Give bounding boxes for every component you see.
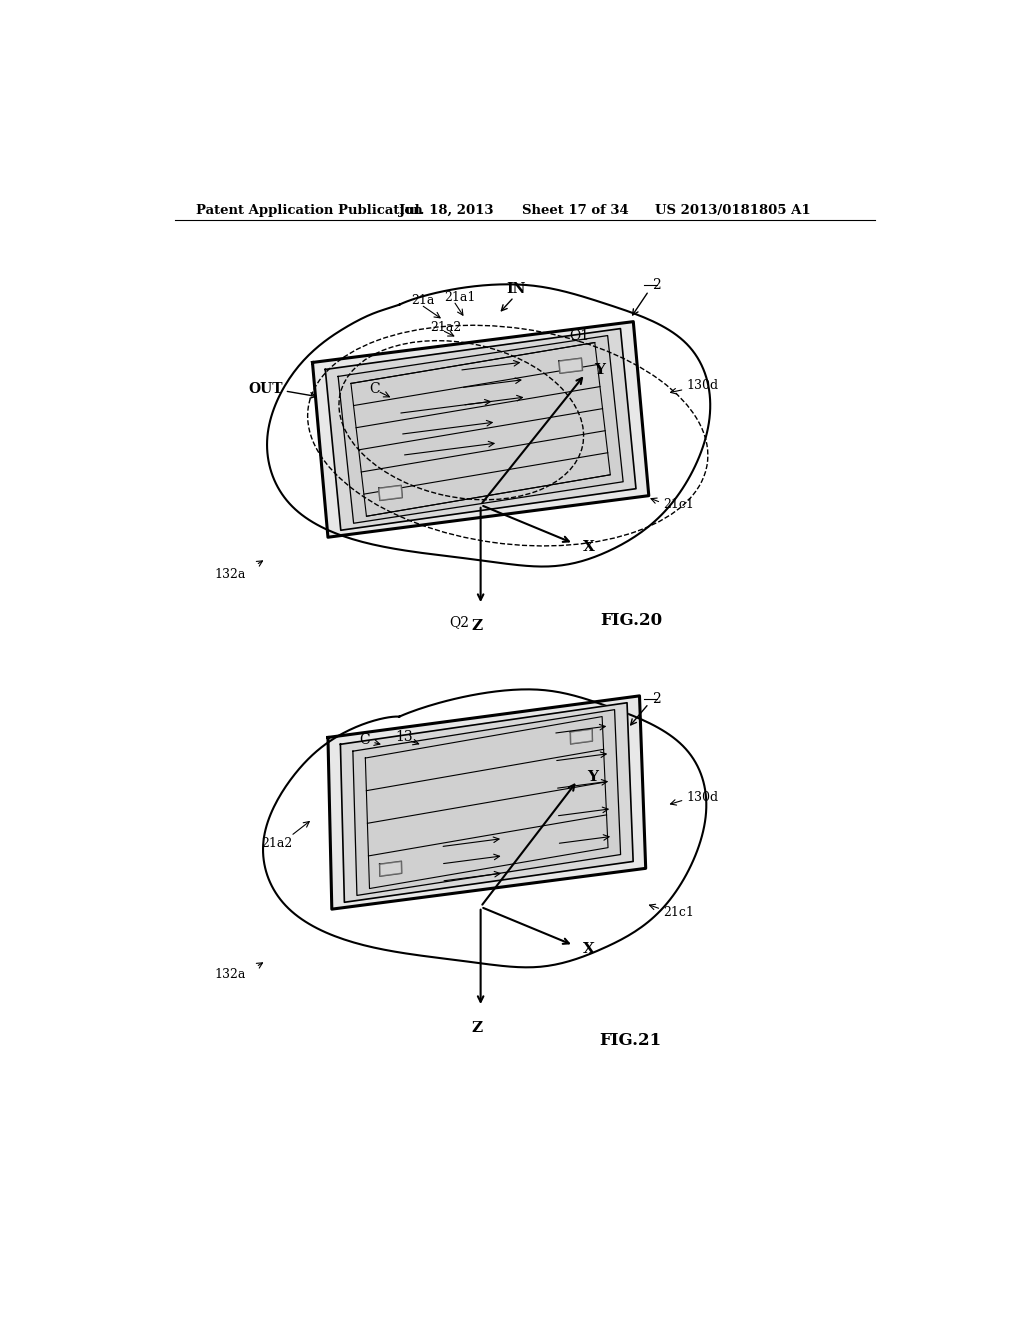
Text: 21a: 21a — [411, 294, 434, 308]
Polygon shape — [326, 329, 636, 531]
Text: 130d: 130d — [686, 379, 718, 392]
Polygon shape — [379, 486, 402, 500]
Text: Sheet 17 of 34: Sheet 17 of 34 — [521, 205, 629, 218]
Text: C: C — [359, 733, 370, 747]
Text: 2: 2 — [652, 692, 660, 706]
Polygon shape — [312, 322, 649, 537]
Text: 132a: 132a — [215, 568, 246, 581]
Polygon shape — [570, 729, 593, 744]
Polygon shape — [340, 702, 633, 903]
Text: 21c1: 21c1 — [663, 907, 693, 920]
Polygon shape — [379, 486, 402, 500]
Text: 2: 2 — [652, 279, 660, 293]
Text: Q1: Q1 — [569, 329, 590, 342]
Text: OUT: OUT — [249, 383, 283, 396]
Polygon shape — [353, 710, 621, 895]
Text: US 2013/0181805 A1: US 2013/0181805 A1 — [655, 205, 811, 218]
Text: Z: Z — [471, 619, 482, 632]
Polygon shape — [338, 335, 624, 523]
Polygon shape — [380, 861, 401, 876]
Text: X: X — [583, 540, 595, 554]
Text: Y: Y — [587, 770, 598, 784]
Text: 21a2: 21a2 — [430, 321, 462, 334]
Text: 21c1: 21c1 — [663, 499, 693, 511]
Polygon shape — [559, 358, 583, 374]
Polygon shape — [380, 861, 401, 876]
Text: 21a1: 21a1 — [444, 290, 475, 304]
Text: 13: 13 — [395, 730, 413, 744]
Text: Z: Z — [471, 1020, 482, 1035]
Text: 130d: 130d — [686, 791, 718, 804]
Polygon shape — [559, 358, 583, 374]
Text: IN: IN — [506, 282, 525, 296]
Text: FIG.20: FIG.20 — [601, 612, 663, 628]
Text: Jul. 18, 2013: Jul. 18, 2013 — [399, 205, 494, 218]
Polygon shape — [328, 696, 646, 909]
Text: Y: Y — [595, 363, 605, 378]
Text: Patent Application Publication: Patent Application Publication — [197, 205, 423, 218]
Text: 21a2: 21a2 — [261, 837, 293, 850]
Text: C: C — [369, 383, 380, 396]
Text: Q2: Q2 — [450, 615, 470, 628]
Polygon shape — [570, 729, 593, 744]
Text: 132a: 132a — [215, 968, 246, 981]
Text: FIG.21: FIG.21 — [599, 1031, 662, 1048]
Text: X: X — [583, 942, 595, 956]
